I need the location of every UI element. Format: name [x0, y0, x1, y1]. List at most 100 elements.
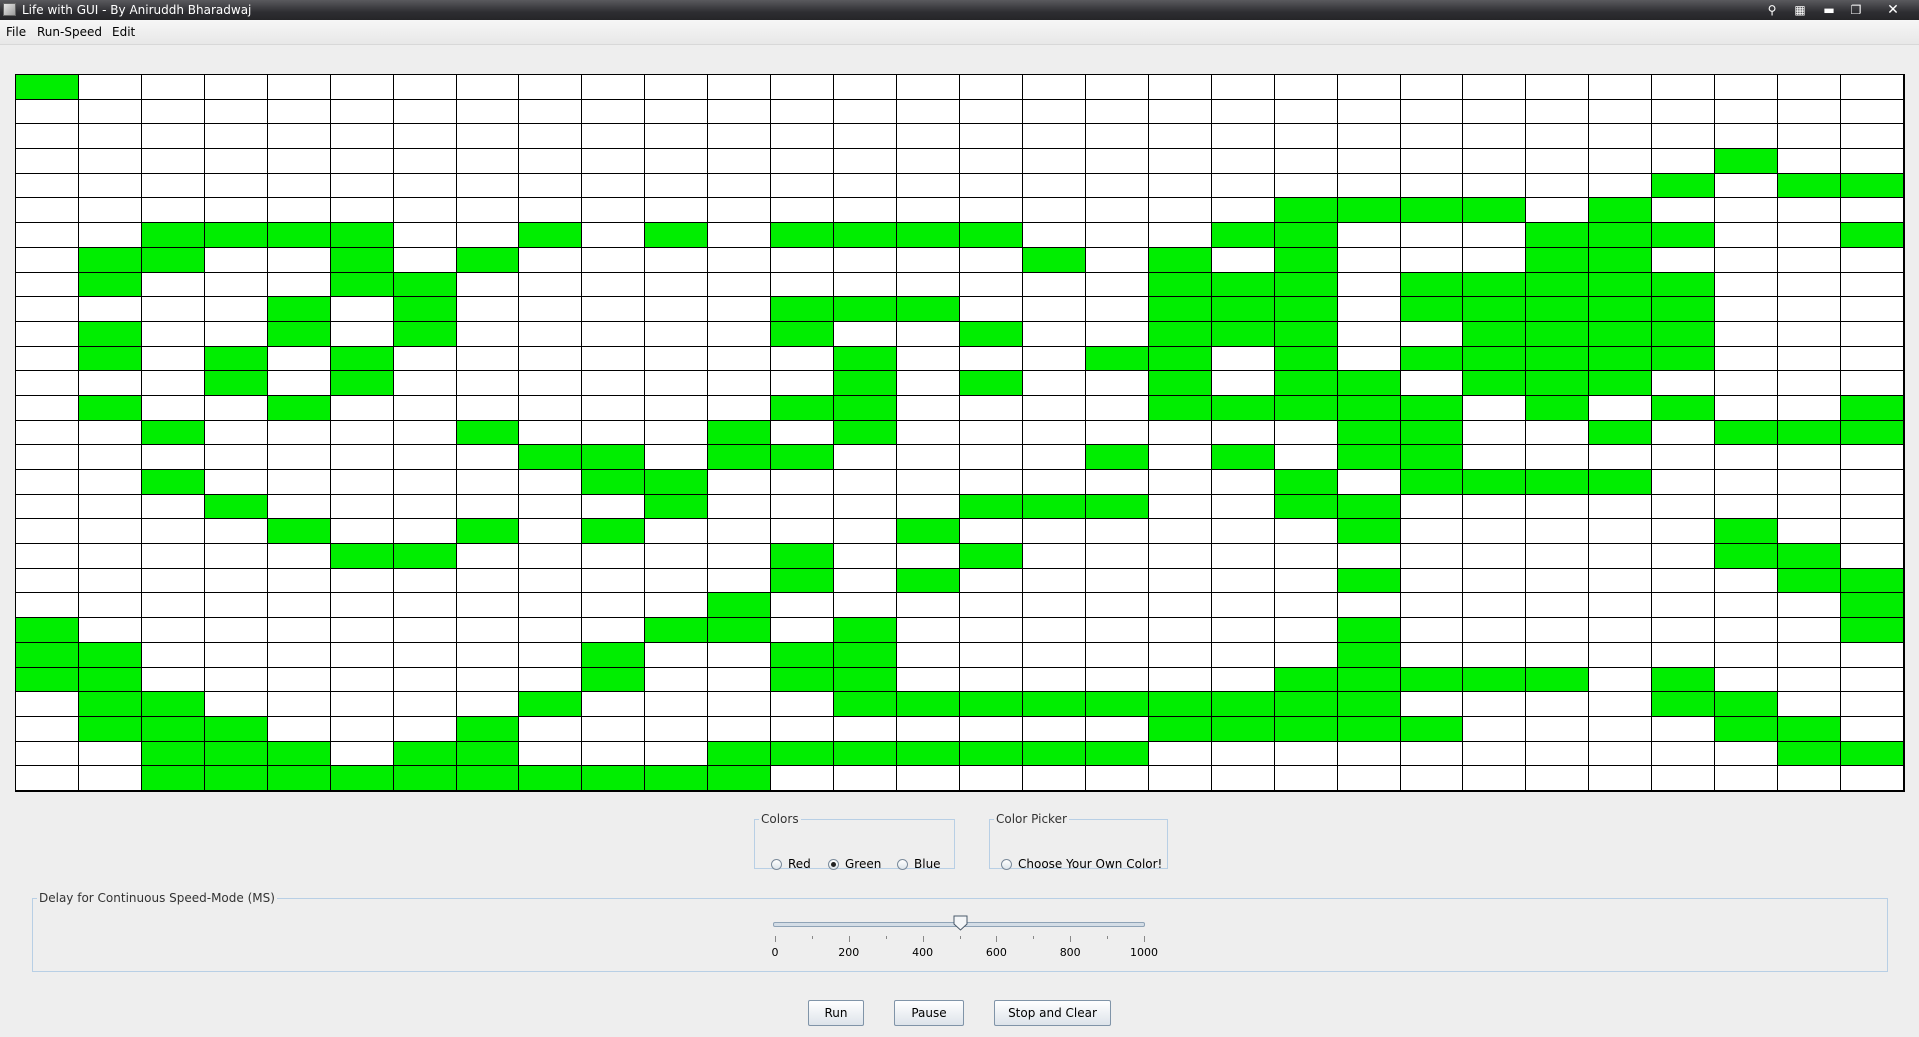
grid-cell[interactable]	[204, 173, 268, 199]
grid-cell[interactable]	[204, 568, 268, 594]
grid-cell[interactable]	[330, 642, 394, 668]
grid-cell[interactable]	[1652, 149, 1716, 174]
grid-cell[interactable]	[393, 395, 457, 421]
grid-cell[interactable]	[1274, 519, 1338, 545]
grid-cell[interactable]	[897, 470, 960, 495]
grid-cell[interactable]	[834, 420, 898, 446]
grid-cell[interactable]	[1652, 371, 1716, 396]
grid-cell[interactable]	[834, 297, 898, 322]
grid-cell[interactable]	[1841, 149, 1904, 174]
grid-cell[interactable]	[1400, 223, 1464, 248]
grid-cell[interactable]	[1400, 618, 1464, 643]
grid-cell[interactable]	[1715, 395, 1779, 421]
grid-cell[interactable]	[897, 716, 960, 742]
grid-cell[interactable]	[897, 494, 960, 520]
grid-cell[interactable]	[1526, 544, 1590, 569]
grid-cell[interactable]	[78, 223, 142, 248]
grid-cell[interactable]	[1274, 741, 1338, 767]
grid-cell[interactable]	[330, 247, 394, 273]
grid-cell[interactable]	[1526, 766, 1590, 791]
grid-cell[interactable]	[1211, 692, 1275, 717]
grid-cell[interactable]	[456, 395, 520, 421]
grid-cell[interactable]	[1148, 75, 1212, 100]
grid-cell[interactable]	[1148, 321, 1212, 347]
grid-cell[interactable]	[1022, 272, 1086, 298]
grid-cell[interactable]	[1148, 519, 1212, 545]
grid-cell[interactable]	[141, 149, 205, 174]
grid-cell[interactable]	[771, 149, 835, 174]
grid-cell[interactable]	[393, 420, 457, 446]
grid-cell[interactable]	[960, 420, 1023, 446]
grid-cell[interactable]	[1778, 346, 1842, 372]
grid-cell[interactable]	[1526, 667, 1590, 693]
grid-cell[interactable]	[330, 568, 394, 594]
grid-cell[interactable]	[1274, 445, 1338, 471]
grid-cell[interactable]	[456, 766, 520, 791]
grid-cell[interactable]	[1085, 395, 1149, 421]
grid-cell[interactable]	[1337, 667, 1401, 693]
grid-cell[interactable]	[960, 75, 1023, 100]
grid-cell[interactable]	[1022, 346, 1086, 372]
grid-cell[interactable]	[267, 544, 331, 569]
grid-cell[interactable]	[1715, 247, 1779, 273]
grid-cell[interactable]	[519, 149, 583, 174]
grid-cell[interactable]	[897, 247, 960, 273]
grid-cell[interactable]	[1400, 198, 1464, 224]
grid-cell[interactable]	[1652, 667, 1716, 693]
grid-cell[interactable]	[1715, 124, 1779, 150]
grid-cell[interactable]	[78, 149, 142, 174]
grid-cell[interactable]	[1022, 173, 1086, 199]
radio-blue-indicator[interactable]	[897, 859, 908, 870]
life-grid[interactable]	[15, 74, 1905, 792]
grid-cell[interactable]	[1715, 741, 1779, 767]
grid-cell[interactable]	[1841, 321, 1904, 347]
grid-cell[interactable]	[1022, 618, 1086, 643]
grid-cell[interactable]	[645, 272, 709, 298]
grid-cell[interactable]	[771, 272, 835, 298]
grid-cell[interactable]	[78, 346, 142, 372]
grid-cell[interactable]	[1526, 173, 1590, 199]
grid-cell[interactable]	[1778, 223, 1842, 248]
grid-cell[interactable]	[1652, 124, 1716, 150]
grid-cell[interactable]	[582, 470, 646, 495]
grid-cell[interactable]	[141, 741, 205, 767]
grid-cell[interactable]	[16, 124, 79, 150]
grid-cell[interactable]	[1337, 223, 1401, 248]
grid-cell[interactable]	[330, 544, 394, 569]
grid-cell[interactable]	[582, 544, 646, 569]
grid-cell[interactable]	[1841, 223, 1904, 248]
grid-cell[interactable]	[78, 618, 142, 643]
grid-cell[interactable]	[1211, 272, 1275, 298]
grid-cell[interactable]	[771, 445, 835, 471]
grid-cell[interactable]	[960, 173, 1023, 199]
grid-cell[interactable]	[1274, 395, 1338, 421]
grid-cell[interactable]	[1589, 618, 1653, 643]
grid-cell[interactable]	[1589, 346, 1653, 372]
grid-cell[interactable]	[1652, 494, 1716, 520]
grid-cell[interactable]	[1652, 445, 1716, 471]
grid-cell[interactable]	[1841, 544, 1904, 569]
grid-cell[interactable]	[1148, 420, 1212, 446]
grid-cell[interactable]	[582, 198, 646, 224]
grid-cell[interactable]	[1526, 198, 1590, 224]
grid-cell[interactable]	[1715, 420, 1779, 446]
grid-cell[interactable]	[1400, 75, 1464, 100]
grid-cell[interactable]	[267, 692, 331, 717]
grid-cell[interactable]	[519, 198, 583, 224]
grid-cell[interactable]	[1211, 568, 1275, 594]
grid-cell[interactable]	[393, 716, 457, 742]
grid-cell[interactable]	[519, 124, 583, 150]
grid-cell[interactable]	[267, 568, 331, 594]
grid-cell[interactable]	[1715, 470, 1779, 495]
grid-cell[interactable]	[78, 470, 142, 495]
grid-cell[interactable]	[582, 445, 646, 471]
grid-cell[interactable]	[1022, 99, 1086, 125]
grid-cell[interactable]	[16, 519, 79, 545]
grid-cell[interactable]	[1274, 716, 1338, 742]
grid-cell[interactable]	[267, 494, 331, 520]
grid-cell[interactable]	[1085, 223, 1149, 248]
grid-cell[interactable]	[393, 618, 457, 643]
grid-cell[interactable]	[204, 420, 268, 446]
grid-cell[interactable]	[456, 198, 520, 224]
grid-cell[interactable]	[1211, 766, 1275, 791]
